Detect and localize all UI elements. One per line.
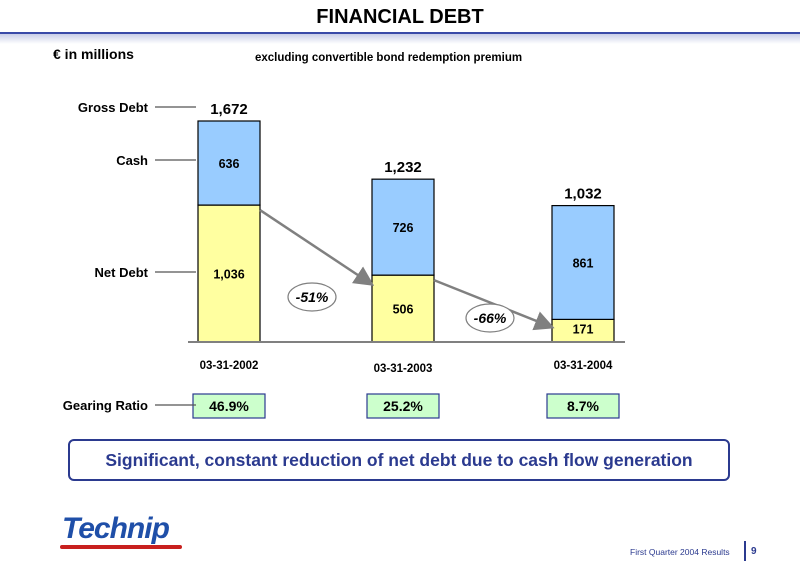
category-label: 03-31-2002 [200,360,259,372]
bar-net-debt [197,204,261,343]
cash-value-label: 726 [393,221,414,235]
gearing-ratio-box [192,393,266,419]
category-label: 03-31-2003 [374,363,433,375]
bar-cash [551,204,615,320]
logo-swoosh [60,545,182,549]
change-arrow [259,209,375,286]
callout-box: Significant, constant reduction of net d… [68,439,730,481]
change-arrow [433,278,555,331]
gross-debt-total-label: 1,232 [384,159,422,176]
net-debt-value-label: 1,036 [213,268,244,282]
gearing-ratio-value: 46.9% [209,398,249,414]
gross-debt-total-label: 1,032 [564,186,602,203]
row-label-gross-debt: Gross Debt [78,100,149,115]
page-number: 9 [751,546,757,557]
change-oval [287,282,337,312]
technip-logo: Technip [62,512,170,545]
gearing-ratio-box [366,393,440,419]
bar-cash [197,120,261,206]
page-title: FINANCIAL DEBT [316,6,484,28]
bar-net-debt [371,274,435,343]
cash-value-label: 861 [573,256,594,270]
gearing-ratio-box [546,393,620,419]
change-label: -66% [474,310,507,326]
bar-cash [371,178,435,276]
cash-value-label: 636 [219,157,240,171]
title-divider [0,32,800,44]
gearing-ratio-value: 25.2% [383,398,423,414]
financial-debt-chart: 1,036 636 1,672 03-31-2002 46.9% 506 726 1,232 0… [63,100,625,419]
callout-text: Significant, constant reduction of net d… [105,450,693,470]
row-label-net-debt: Net Debt [95,265,149,280]
change-label: -51% [296,289,329,305]
change-oval [465,303,515,333]
footer-text: First Quarter 2004 Results [630,547,730,557]
gross-debt-total-label: 1,672 [210,101,248,118]
category-label: 03-31-2004 [554,360,613,372]
footer-separator [744,541,746,561]
net-debt-value-label: 171 [573,323,594,337]
row-label-gearing-ratio: Gearing Ratio [63,398,148,413]
unit-label: € in millions [53,46,134,62]
net-debt-value-label: 506 [393,303,414,317]
row-label-cash: Cash [116,153,148,168]
gearing-ratio-value: 8.7% [567,398,599,414]
chart-subtitle: excluding convertible bond redemption pr… [255,52,523,64]
